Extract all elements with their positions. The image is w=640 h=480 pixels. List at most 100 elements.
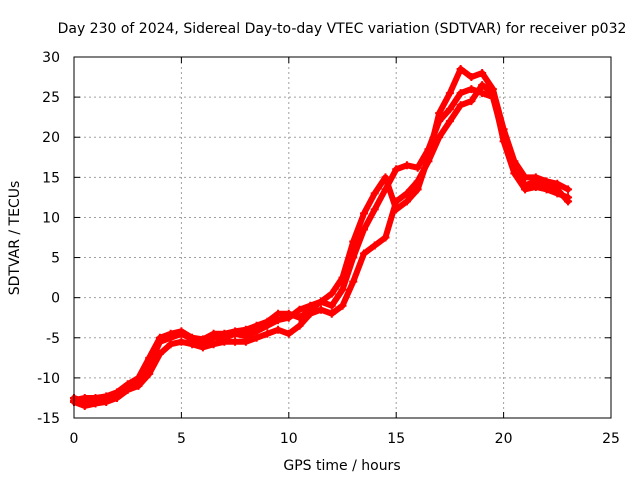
data-point: [263, 329, 272, 338]
data-point: [220, 329, 229, 338]
y-tick-label: 15: [42, 170, 60, 186]
series-line-track-c: [71, 66, 572, 404]
data-point: [317, 297, 326, 306]
data-point: [198, 343, 207, 352]
x-tick-label: 15: [387, 431, 405, 447]
data-point: [478, 69, 487, 78]
data-point: [370, 205, 379, 214]
data-point: [521, 185, 530, 194]
data-point: [274, 309, 283, 318]
data-point: [80, 393, 89, 402]
ticks: 0 5 10 15 20 25 -15 -10 -5 0 5 10 15 20 25 30: [37, 50, 620, 447]
data-point: [467, 73, 476, 82]
data-point: [542, 185, 551, 194]
data-point: [445, 105, 454, 114]
data-point: [177, 327, 186, 336]
data-point: [145, 353, 154, 362]
data-point: [488, 85, 497, 94]
data-point: [381, 233, 390, 242]
data-point: [510, 169, 519, 178]
data-point: [531, 173, 540, 182]
data-point: [252, 333, 261, 342]
data-point: [349, 277, 358, 286]
x-tick-label: 5: [177, 431, 186, 447]
data-point: [80, 401, 89, 410]
data-point: [284, 329, 293, 338]
data-point: [241, 325, 250, 334]
data-point: [338, 273, 347, 282]
data-point: [402, 189, 411, 198]
x-axis-label: GPS time / hours: [283, 458, 400, 474]
data-point: [402, 197, 411, 206]
data-point: [499, 125, 508, 134]
y-tick-label: -15: [37, 411, 60, 427]
y-tick-label: 20: [42, 130, 60, 146]
data-point: [295, 321, 304, 330]
data-point: [209, 340, 218, 349]
data-point: [445, 117, 454, 126]
x-tick-label: 0: [70, 431, 79, 447]
x-tick-label: 25: [602, 431, 620, 447]
data-point: [112, 388, 121, 397]
data-point: [553, 189, 562, 198]
plot-frame: [73, 56, 612, 419]
data-point: [166, 329, 175, 338]
data-point: [177, 337, 186, 346]
data-point: [295, 313, 304, 322]
y-tick-label: 5: [51, 251, 60, 267]
data-point: [359, 209, 368, 218]
data-point: [467, 97, 476, 106]
y-axis-label: SDTVAR / TECUs: [7, 181, 23, 296]
data-point: [359, 225, 368, 234]
data-point: [295, 305, 304, 314]
y-tick-label: 0: [51, 291, 60, 307]
data-point: [510, 157, 519, 166]
data-point: [155, 349, 164, 358]
data-point: [402, 161, 411, 170]
data-point: [370, 241, 379, 250]
chart-title: Day 230 of 2024, Sidereal Day-to-day VTE…: [58, 21, 627, 37]
data-point: [392, 165, 401, 174]
data-point: [424, 153, 433, 162]
data-point: [134, 373, 143, 382]
grid: [74, 57, 611, 418]
y-tick-label: -5: [46, 331, 60, 347]
data-point: [327, 309, 336, 318]
data-point: [564, 185, 573, 194]
data-points: [70, 65, 573, 410]
data-point: [349, 237, 358, 246]
data-point: [456, 65, 465, 74]
data-point: [445, 89, 454, 98]
data-point: [521, 173, 530, 182]
data-point: [381, 173, 390, 182]
data-point: [478, 81, 487, 90]
data-point: [274, 325, 283, 334]
data-point: [252, 321, 261, 330]
data-point: [531, 182, 540, 191]
x-tick-label: 10: [280, 431, 298, 447]
data-point: [467, 85, 476, 94]
data-point: [435, 133, 444, 142]
data-point: [209, 329, 218, 338]
data-point: [145, 369, 154, 378]
data-point: [553, 179, 562, 188]
data-point: [263, 317, 272, 326]
data-point: [370, 189, 379, 198]
data-point: [564, 193, 573, 202]
data-point: [338, 301, 347, 310]
data-point: [435, 109, 444, 118]
data-point: [166, 340, 175, 349]
data-point: [241, 337, 250, 346]
y-tick-label: 25: [42, 90, 60, 106]
y-tick-label: -10: [37, 371, 60, 387]
y-tick-label: 10: [42, 210, 60, 226]
data-point: [359, 249, 368, 258]
data-point: [413, 185, 422, 194]
data-point: [134, 381, 143, 390]
data-point: [317, 305, 326, 314]
data-point: [123, 380, 132, 389]
data-point: [456, 101, 465, 110]
data-point: [306, 305, 315, 314]
data-point: [102, 392, 111, 401]
